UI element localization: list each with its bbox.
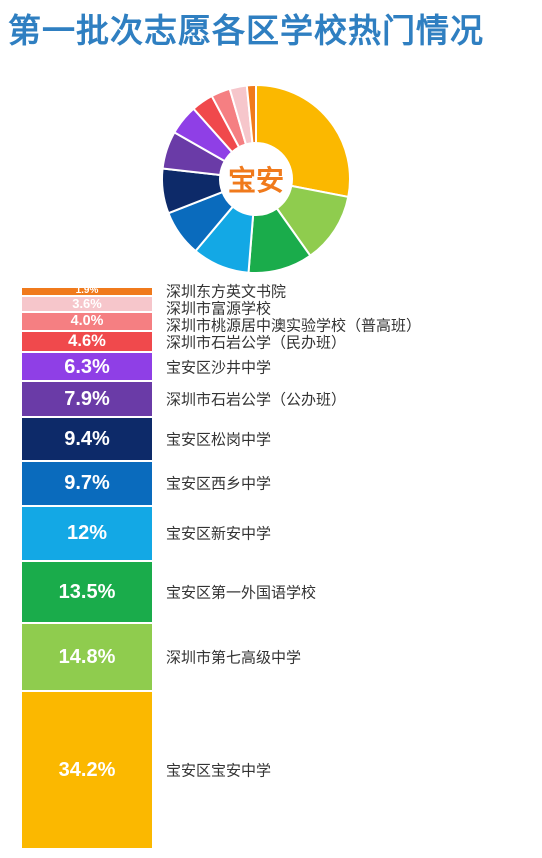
bar-segment: 34.2% — [22, 692, 152, 850]
bar-segment: 9.4% — [22, 418, 152, 462]
category-label: 深圳市桃源居中澳实验学校（普高班） — [166, 316, 422, 335]
category-label: 宝安区新安中学 — [166, 524, 272, 543]
bar-value-label: 12% — [66, 522, 108, 545]
bar-value-label: 13.5% — [58, 580, 116, 603]
bar-segment: 12% — [22, 506, 152, 562]
bar-value-label: 7.9% — [64, 388, 110, 411]
category-label: 宝安区第一外国语学校 — [166, 583, 317, 602]
bar-segment: 9.7% — [22, 461, 152, 507]
category-label: 深圳市石岩公学（民办班） — [166, 333, 347, 352]
bar-value-label: 14.8% — [58, 646, 116, 669]
bar-segment: 6.3% — [22, 353, 152, 383]
category-label: 宝安区松岗中学 — [166, 430, 272, 449]
page-title: 第一批次志愿各区学校热门情况 — [8, 11, 484, 50]
bar-value-label: 4.0% — [70, 313, 104, 330]
bar-segment: 3.6% — [22, 296, 152, 314]
bar-value-label: 34.2% — [58, 759, 116, 782]
category-label: 宝安区沙井中学 — [166, 358, 272, 377]
donut-chart: 宝安 — [161, 83, 351, 274]
category-label: 深圳市第七高级中学 — [166, 648, 302, 667]
bar-value-label: 6.3% — [64, 355, 110, 378]
bar-value-label: 3.6% — [72, 296, 102, 311]
bar-segment: 4.6% — [22, 331, 152, 353]
bar-value-label: 9.4% — [64, 428, 110, 451]
category-label: 宝安区西乡中学 — [166, 474, 272, 493]
bar-value-label: 9.7% — [64, 472, 110, 495]
bar-segment: 14.8% — [22, 624, 152, 693]
bar-segment: 1.9% — [22, 288, 152, 297]
bar-segment: 7.9% — [22, 382, 152, 419]
category-label: 深圳市石岩公学（公办班） — [166, 390, 347, 409]
bar-value-label: 1.9% — [75, 288, 99, 297]
category-label: 宝安区宝安中学 — [166, 761, 272, 780]
bar-value-label: 4.6% — [68, 331, 106, 351]
bar-segment: 4.0% — [22, 313, 152, 332]
category-label: 深圳市富源学校 — [166, 299, 272, 318]
bar-segment: 13.5% — [22, 561, 152, 625]
donut-center-label: 宝安 — [228, 164, 284, 197]
category-label: 深圳东方英文书院 — [166, 282, 287, 301]
